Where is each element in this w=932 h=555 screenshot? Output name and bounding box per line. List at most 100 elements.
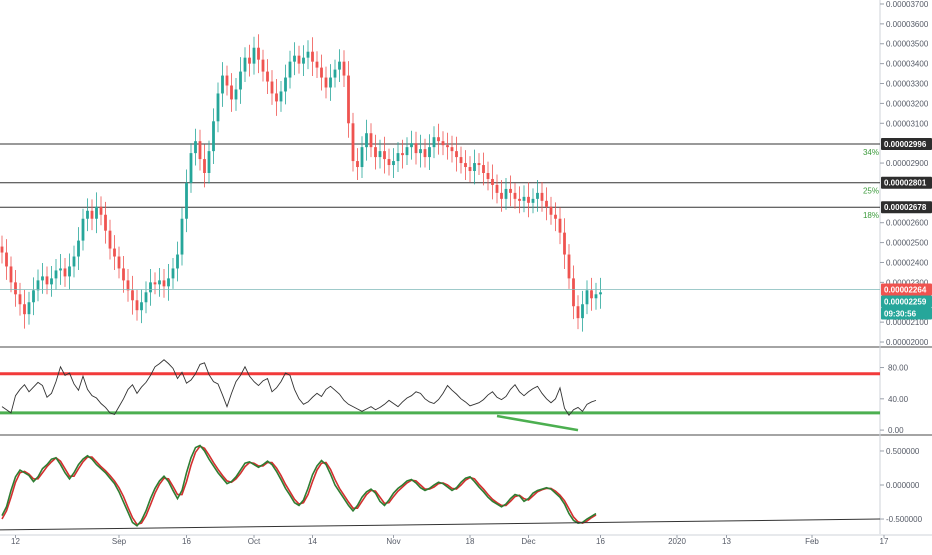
candle-body [594, 294, 598, 299]
candle-body [140, 302, 143, 311]
time-tick-label: Dec [521, 537, 535, 546]
candle-body [360, 147, 364, 168]
rsi-panel[interactable]: 80.00 40.00 0.00 [0, 359, 909, 435]
time-axis[interactable]: 12Sep16Oct14Nov18Dec16202013Feb17Ma [11, 535, 932, 546]
price-tick-label: 0.00002900 [886, 159, 929, 168]
candle-body [126, 280, 130, 291]
candle-body [351, 123, 355, 162]
osc-fast-line [1, 444, 597, 527]
candle-body [518, 198, 521, 201]
time-tick-label: 12 [11, 537, 20, 546]
candle-body [491, 178, 494, 185]
candle-body [144, 292, 148, 303]
candle-body [162, 280, 166, 287]
candle-body [180, 218, 184, 255]
candle-body [104, 214, 107, 231]
candle-body [284, 77, 287, 92]
candle-body [14, 282, 17, 295]
osc-tick-label: 0.500000 [886, 447, 920, 456]
level-price-tag-text: 0.00002678 [884, 203, 927, 212]
candle-body [392, 161, 395, 166]
candle-body [36, 280, 40, 291]
candle-body [374, 147, 377, 158]
candle-body [410, 143, 413, 148]
candle-body [455, 151, 458, 158]
level-price-tag-text: 0.00002801 [884, 179, 927, 188]
candle-body [563, 232, 566, 255]
candle-body [590, 290, 593, 299]
time-tick-label: Oct [248, 537, 261, 546]
candle-body [203, 159, 206, 173]
candle-body [558, 218, 562, 233]
candle-body [81, 218, 85, 241]
time-tick-label: Sep [112, 537, 127, 546]
level-percent-label: 18% [863, 211, 879, 220]
candle-body [441, 141, 445, 146]
candle-body [338, 61, 341, 70]
candle-body [18, 294, 22, 305]
candle-body [473, 163, 476, 172]
panel-frames [0, 0, 932, 536]
candle-body [90, 210, 94, 219]
candle-body [572, 278, 575, 307]
candle-body [23, 304, 26, 315]
candle-body [459, 157, 463, 164]
price-panel[interactable]: 0.00003700 0.00003600 0.00003500 0.00003400… [0, 0, 932, 347]
price-tick-label: 0.00003600 [886, 20, 929, 29]
candle-body [59, 268, 62, 271]
price-tag [881, 295, 932, 308]
price-tag [881, 307, 932, 320]
candle-body [554, 214, 557, 219]
price-tick-label: 0.00002400 [886, 258, 929, 267]
level-price-tag [881, 137, 932, 150]
candle-body [135, 300, 139, 311]
osc-tick-label: -0.500000 [886, 515, 923, 524]
candle-body [365, 133, 368, 148]
candle-body [230, 85, 233, 100]
oscillator-panel[interactable]: 0.500000 0.000000 -0.500000 [0, 444, 923, 531]
candle-body [437, 137, 440, 142]
candle-body [464, 163, 467, 168]
level-price-tag-text: 0.00002996 [884, 140, 927, 149]
candle-body [149, 282, 152, 293]
candle-body [320, 67, 323, 78]
candle-body [527, 196, 530, 203]
price-tick-label: 0.00003300 [886, 80, 929, 89]
candle-body [387, 159, 391, 166]
candle-body [378, 151, 382, 158]
candle-body [72, 256, 76, 267]
candle-body [531, 198, 535, 203]
price-tick-label: 0.00002600 [886, 219, 929, 228]
candle-body [198, 141, 202, 160]
candle-body [167, 278, 170, 287]
time-tick-label: 14 [308, 537, 317, 546]
time-tick-label: 2020 [668, 537, 686, 546]
price-tick-label: 0.00002100 [886, 318, 929, 327]
candle-body [45, 276, 49, 285]
candle-body [549, 206, 553, 215]
rsi-tick-label: 40.00 [888, 395, 909, 404]
candle-body [288, 61, 292, 78]
price-tick-label: 0.00003200 [886, 99, 929, 108]
candle-body [248, 57, 251, 64]
rsi-tick-label: 80.00 [888, 364, 909, 373]
candle-body [54, 270, 58, 279]
candle-body [221, 75, 224, 94]
rsi-tick-label: 0.00 [888, 426, 904, 435]
candle-body [122, 268, 125, 281]
price-tag [881, 283, 932, 296]
candle-body [306, 51, 310, 58]
candle-body [108, 230, 112, 249]
candle-body [113, 248, 116, 257]
candle-body [153, 282, 157, 285]
candle-body [117, 256, 121, 269]
time-tick-label: Feb [805, 537, 819, 546]
candle-body [207, 151, 211, 173]
price-tick-label: 0.00003700 [886, 0, 929, 9]
candle-body [257, 47, 260, 60]
level-percent-label: 34% [863, 148, 879, 157]
candle-body [369, 133, 373, 148]
candle-body [270, 81, 274, 94]
